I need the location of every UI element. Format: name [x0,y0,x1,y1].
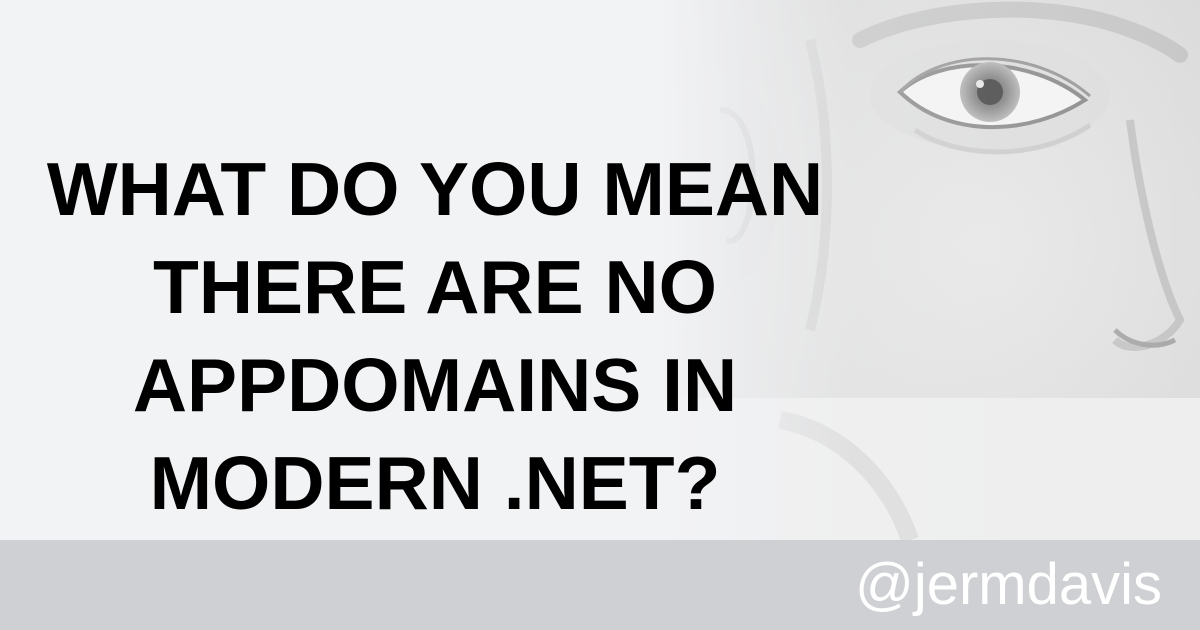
headline-line: WHAT DO YOU MEAN [46,147,824,231]
headline-line: THERE ARE NO [153,245,717,329]
footer-bar: @jermdavis [0,540,1200,630]
headline-line: APPDOMAINS IN [132,343,738,427]
headline-line: MODERN .NET? [149,441,721,525]
headline: WHAT DO YOU MEAN THERE ARE NO APPDOMAINS… [0,140,870,532]
face-photo [660,0,1200,540]
author-handle: @jermdavis [854,552,1162,617]
